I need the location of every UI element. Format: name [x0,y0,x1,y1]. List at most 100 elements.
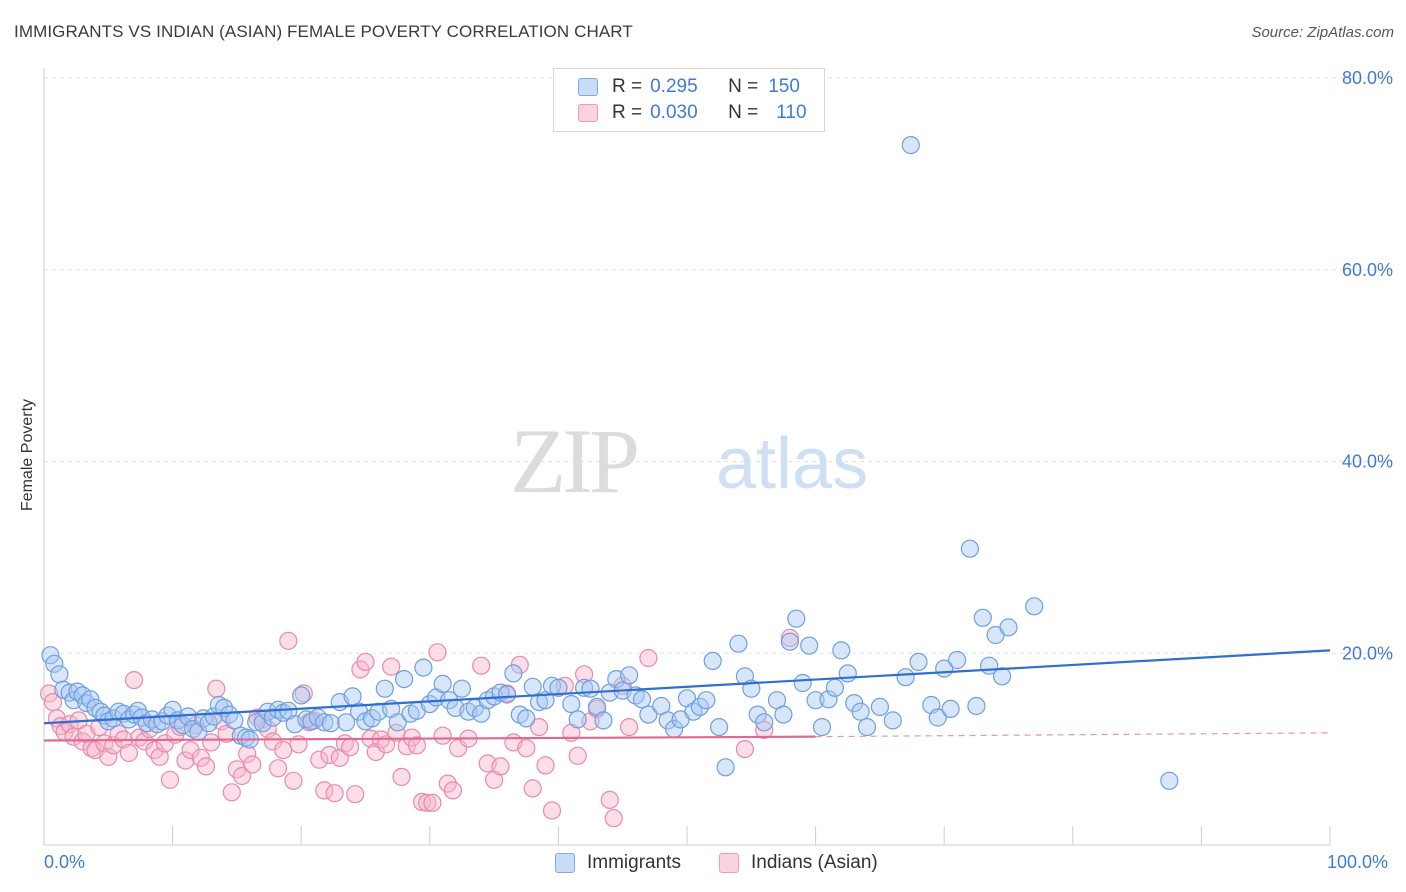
data-point [452,679,471,698]
y-tick-labels: 20.0% 40.0% 60.0% 80.0% [1342,68,1393,663]
data-point [825,678,845,697]
data-point [41,646,60,665]
axes [43,68,1331,846]
data-point [124,670,144,690]
data-point [207,679,226,698]
legend-label: Immigrants [587,852,681,873]
data-point [709,717,729,737]
trend-line-immigrants [43,649,1331,725]
data-point [418,793,437,812]
data-point [491,757,510,776]
n-label: N = [728,76,759,97]
data-point [947,650,967,670]
data-point [269,759,288,778]
data-point [375,679,394,698]
x-tick-min: 0.0% [44,852,86,872]
data-point [529,692,549,712]
data-point [896,668,915,687]
data-point [243,755,262,774]
data-point [780,632,800,651]
stats-row-indians: R = 0.030 N = 110 [578,101,807,125]
data-point [433,674,452,694]
data-point [729,634,748,653]
data-point [50,665,69,684]
data-point [472,656,491,675]
data-point [780,628,800,648]
y-tick-label: 60.0% [1342,260,1393,280]
n-value: 150 [768,76,800,97]
legend-item-immigrants[interactable]: Immigrants [555,852,681,874]
data-point [341,738,360,757]
data-point [343,687,362,706]
data-point [755,720,774,740]
data-point [315,781,334,800]
data-point [883,711,902,730]
data-point [176,751,195,770]
data-point [150,747,169,766]
n-label: N = [728,102,759,123]
data-point [428,643,447,662]
data-point [497,685,517,704]
data-point [973,608,992,627]
data-point [604,809,623,828]
data-point [222,783,241,802]
source-label: Source: ZipAtlas.com [1251,24,1394,41]
data-point [253,714,272,733]
data-point [735,739,755,759]
data-point [433,726,452,745]
data-point [99,747,118,766]
data-points [39,136,1179,828]
data-point [632,690,652,709]
data-point [337,713,356,732]
data-point [690,697,710,717]
data-point [443,781,462,800]
data-point [1025,597,1044,616]
data-point [819,690,838,709]
data-point [274,740,293,760]
data-point [163,700,182,719]
data-point [346,785,365,804]
data-point [755,713,774,732]
data-point [568,710,587,729]
data-point [999,618,1018,637]
data-point [562,694,581,714]
data-point [362,709,381,728]
legend-item-indians[interactable]: Indians (Asian) [719,852,878,874]
data-point [202,733,221,752]
y-tick-label: 40.0% [1342,452,1393,472]
data-point [594,711,613,730]
watermark-atlas: atlas [716,424,868,504]
data-point [967,696,986,716]
data-point [321,714,340,733]
data-point [581,679,600,698]
data-point [225,711,244,730]
data-point [320,745,339,765]
data-point [800,636,819,655]
data-point [901,136,920,155]
data-point [310,750,329,769]
data-point [523,677,542,696]
data-point [504,664,523,683]
data-point [517,739,536,758]
data-point [294,684,313,703]
data-point [793,673,812,693]
data-point [39,684,59,703]
data-point [45,654,64,673]
data-point [217,724,236,743]
n-value: 110 [776,102,807,123]
x-tick-max: 100.0% [1327,852,1389,872]
data-point [414,658,433,677]
trend-line-indians [43,735,816,742]
data-point [238,744,257,764]
trend-lines [43,649,1331,742]
data-point [173,716,192,735]
data-point [549,678,568,697]
data-point [568,746,587,765]
data-point [619,666,639,685]
data-point [325,784,344,803]
data-point [284,771,303,790]
data-point [716,758,735,777]
data-point [870,697,890,717]
data-point [382,657,401,676]
y-axis-label: Female Poverty [19,398,36,512]
